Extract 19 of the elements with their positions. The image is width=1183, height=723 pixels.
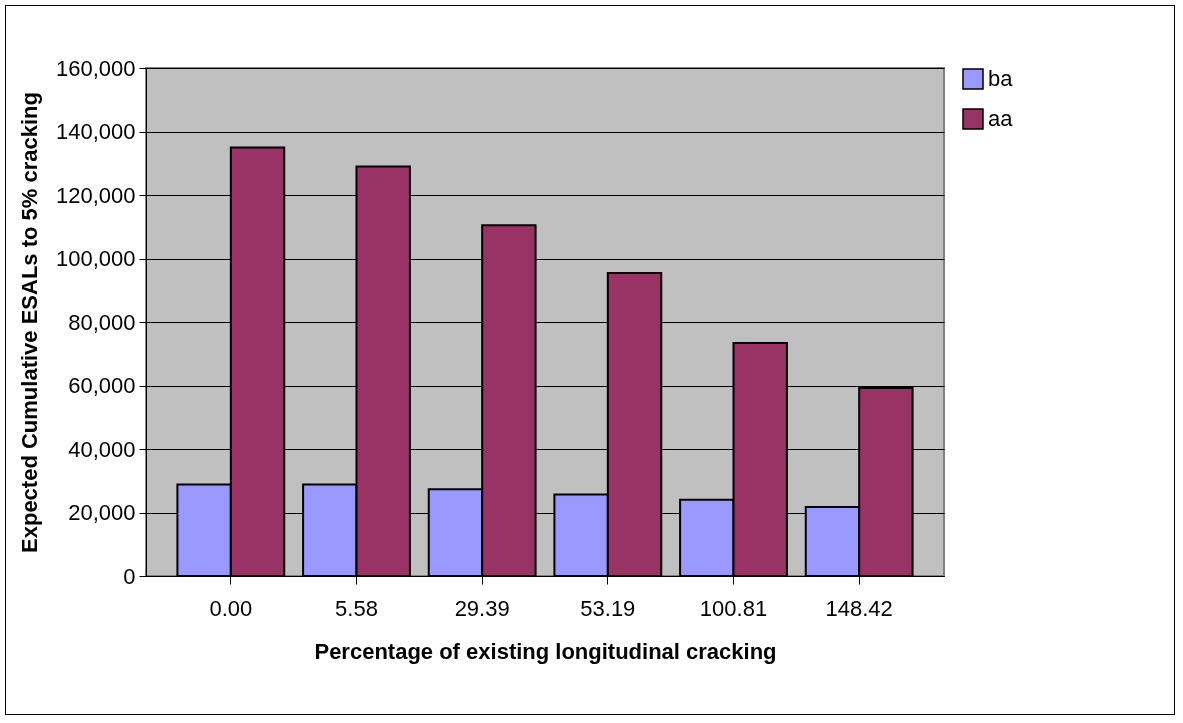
y-tick-label: 140,000 [55, 119, 136, 144]
x-axis-title: Percentage of existing longitudinal cracking [314, 638, 777, 664]
y-tick-label: 0 [123, 563, 136, 589]
y-tick-label: 60,000 [68, 373, 136, 398]
y-tick-label: 40,000 [68, 436, 136, 462]
x-tick-label: 100.81 [699, 595, 768, 621]
x-tick-label: 148.42 [825, 595, 893, 621]
x-tick-label: 5.58 [335, 595, 378, 621]
x-tick-label: 53.19 [580, 595, 636, 621]
x-tick-label: 29.39 [454, 595, 510, 621]
legend-label: aa [988, 106, 1014, 131]
y-tick-label: 160,000 [55, 55, 136, 81]
y-tick-label: 120,000 [55, 182, 136, 208]
y-tick-label: 80,000 [68, 309, 136, 335]
legend-label: ba [988, 66, 1014, 91]
y-tick-label: 100,000 [55, 246, 136, 271]
x-tick-label: 0.00 [209, 595, 253, 621]
y-tick-label: 20,000 [68, 500, 136, 525]
y-axis-title: Expected Cumulative ESALs to 5% cracking [16, 92, 42, 553]
